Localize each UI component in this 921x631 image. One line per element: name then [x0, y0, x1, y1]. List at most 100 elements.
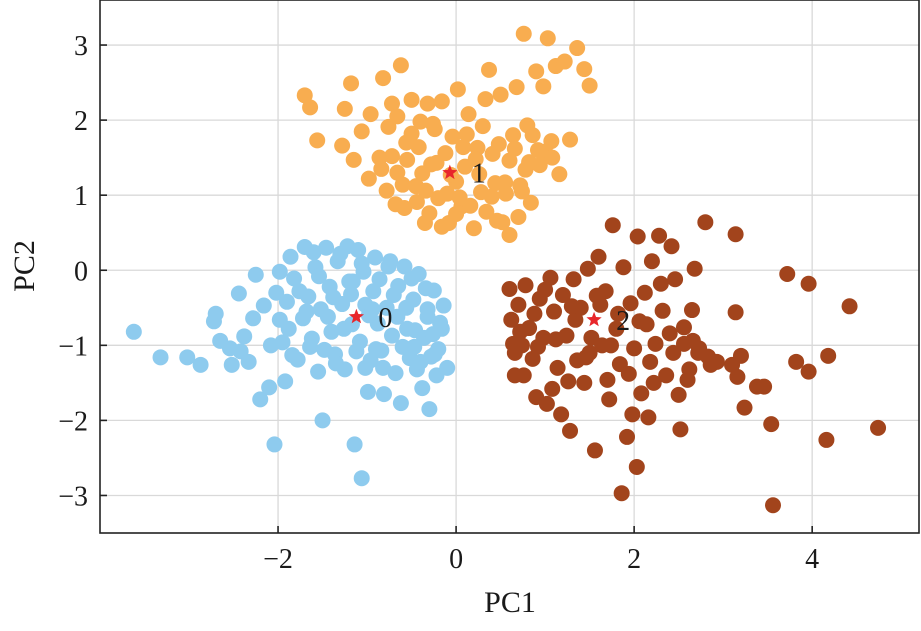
scatter-point: [344, 273, 361, 290]
scatter-point: [458, 126, 475, 143]
scatter-point: [460, 106, 477, 123]
scatter-point: [547, 331, 564, 348]
y-tick-label: −2: [58, 406, 88, 437]
scatter-point: [800, 363, 817, 380]
scatter-point: [601, 391, 618, 408]
scatter-point: [663, 238, 680, 255]
scatter-point: [524, 350, 541, 367]
scatter-point: [375, 386, 392, 403]
scatter-point: [387, 365, 404, 382]
scatter-point: [365, 283, 382, 300]
scatter-point: [348, 343, 365, 360]
scatter-point: [426, 346, 443, 363]
x-tick-label: 4: [805, 544, 819, 575]
scatter-point: [501, 226, 518, 243]
scatter-point: [367, 341, 384, 358]
scatter-point: [727, 304, 744, 321]
centroid-star-icon: [348, 308, 364, 324]
scatter-point: [278, 293, 295, 310]
scatter-point: [665, 344, 682, 361]
scatter-point: [517, 277, 534, 294]
scatter-point: [284, 347, 301, 364]
scatter-point: [261, 379, 278, 396]
scatter-point: [610, 305, 627, 322]
scatter-point: [820, 347, 837, 364]
scatter-point: [636, 284, 653, 301]
scatter-point: [359, 383, 376, 400]
scatter-point: [465, 220, 482, 237]
scatter-point: [483, 188, 500, 205]
scatter-point: [398, 134, 415, 151]
scatter-point: [546, 303, 563, 320]
scatter-point: [604, 217, 621, 234]
scatter-point: [613, 485, 630, 502]
scatter-point: [424, 115, 441, 132]
scatter-point: [477, 91, 494, 108]
scatter-point: [380, 118, 397, 135]
scatter-point: [383, 95, 400, 112]
scatter-point: [562, 131, 579, 148]
scatter-point: [661, 325, 678, 342]
scatter-point: [727, 226, 744, 243]
scatter-point: [433, 218, 450, 235]
scatter-point: [645, 374, 662, 391]
scatter-point: [544, 149, 561, 166]
scatter-point: [367, 249, 384, 266]
scatter-point: [327, 355, 344, 372]
scatter-point: [474, 118, 491, 135]
scatter-point: [510, 296, 527, 313]
scatter-point: [619, 428, 636, 445]
scatter-point: [640, 409, 657, 426]
grid-layer: [100, 0, 919, 533]
scatter-point: [647, 335, 664, 352]
scatter-point: [567, 311, 584, 328]
scatter-point: [302, 99, 319, 116]
scatter-point: [316, 341, 333, 358]
series-cluster-1: [296, 25, 598, 243]
scatter-point: [378, 182, 395, 199]
scatter-point: [633, 385, 650, 402]
scatter-point: [403, 270, 420, 287]
scatter-point: [870, 419, 887, 436]
scatter-point: [581, 77, 598, 94]
scatter-point: [510, 208, 527, 225]
scatter-point: [569, 40, 586, 57]
scatter-point: [394, 338, 411, 355]
scatter-point: [515, 367, 532, 384]
scatter-point: [544, 380, 561, 397]
scatter-point: [403, 91, 420, 108]
scatter-point: [683, 302, 700, 319]
x-tick-label: 0: [449, 544, 463, 575]
scatter-point: [421, 205, 438, 222]
scatter-point: [515, 25, 532, 42]
plot-frame: [99, 0, 920, 534]
scatter-point: [305, 244, 322, 261]
scatter-point: [240, 353, 257, 370]
scatter-point: [521, 154, 538, 171]
scatter-point: [736, 399, 753, 416]
scatter-point: [505, 127, 522, 144]
scatter-point: [478, 203, 495, 220]
scatter-point: [522, 194, 539, 211]
scatter-point: [380, 258, 397, 275]
scatter-point: [586, 442, 603, 459]
scatter-point: [506, 140, 523, 157]
scatter-point: [576, 61, 593, 78]
scatter-point: [439, 359, 456, 376]
scatter-point: [357, 359, 374, 376]
scatter-point: [318, 239, 335, 256]
scatter-point: [364, 301, 381, 318]
scatter-point: [419, 95, 436, 112]
scatter-point: [296, 87, 313, 104]
scatter-point: [417, 280, 434, 297]
scatter-point: [247, 266, 264, 283]
scatter-point: [788, 353, 805, 370]
scatter-point: [508, 79, 525, 96]
scatter-point: [451, 189, 468, 206]
series-cluster-0: [125, 238, 456, 487]
scatter-point: [336, 100, 353, 117]
scatter-point: [542, 269, 559, 286]
scatter-point: [643, 253, 660, 270]
scatter-point: [529, 338, 546, 355]
scatter-point: [394, 176, 411, 193]
